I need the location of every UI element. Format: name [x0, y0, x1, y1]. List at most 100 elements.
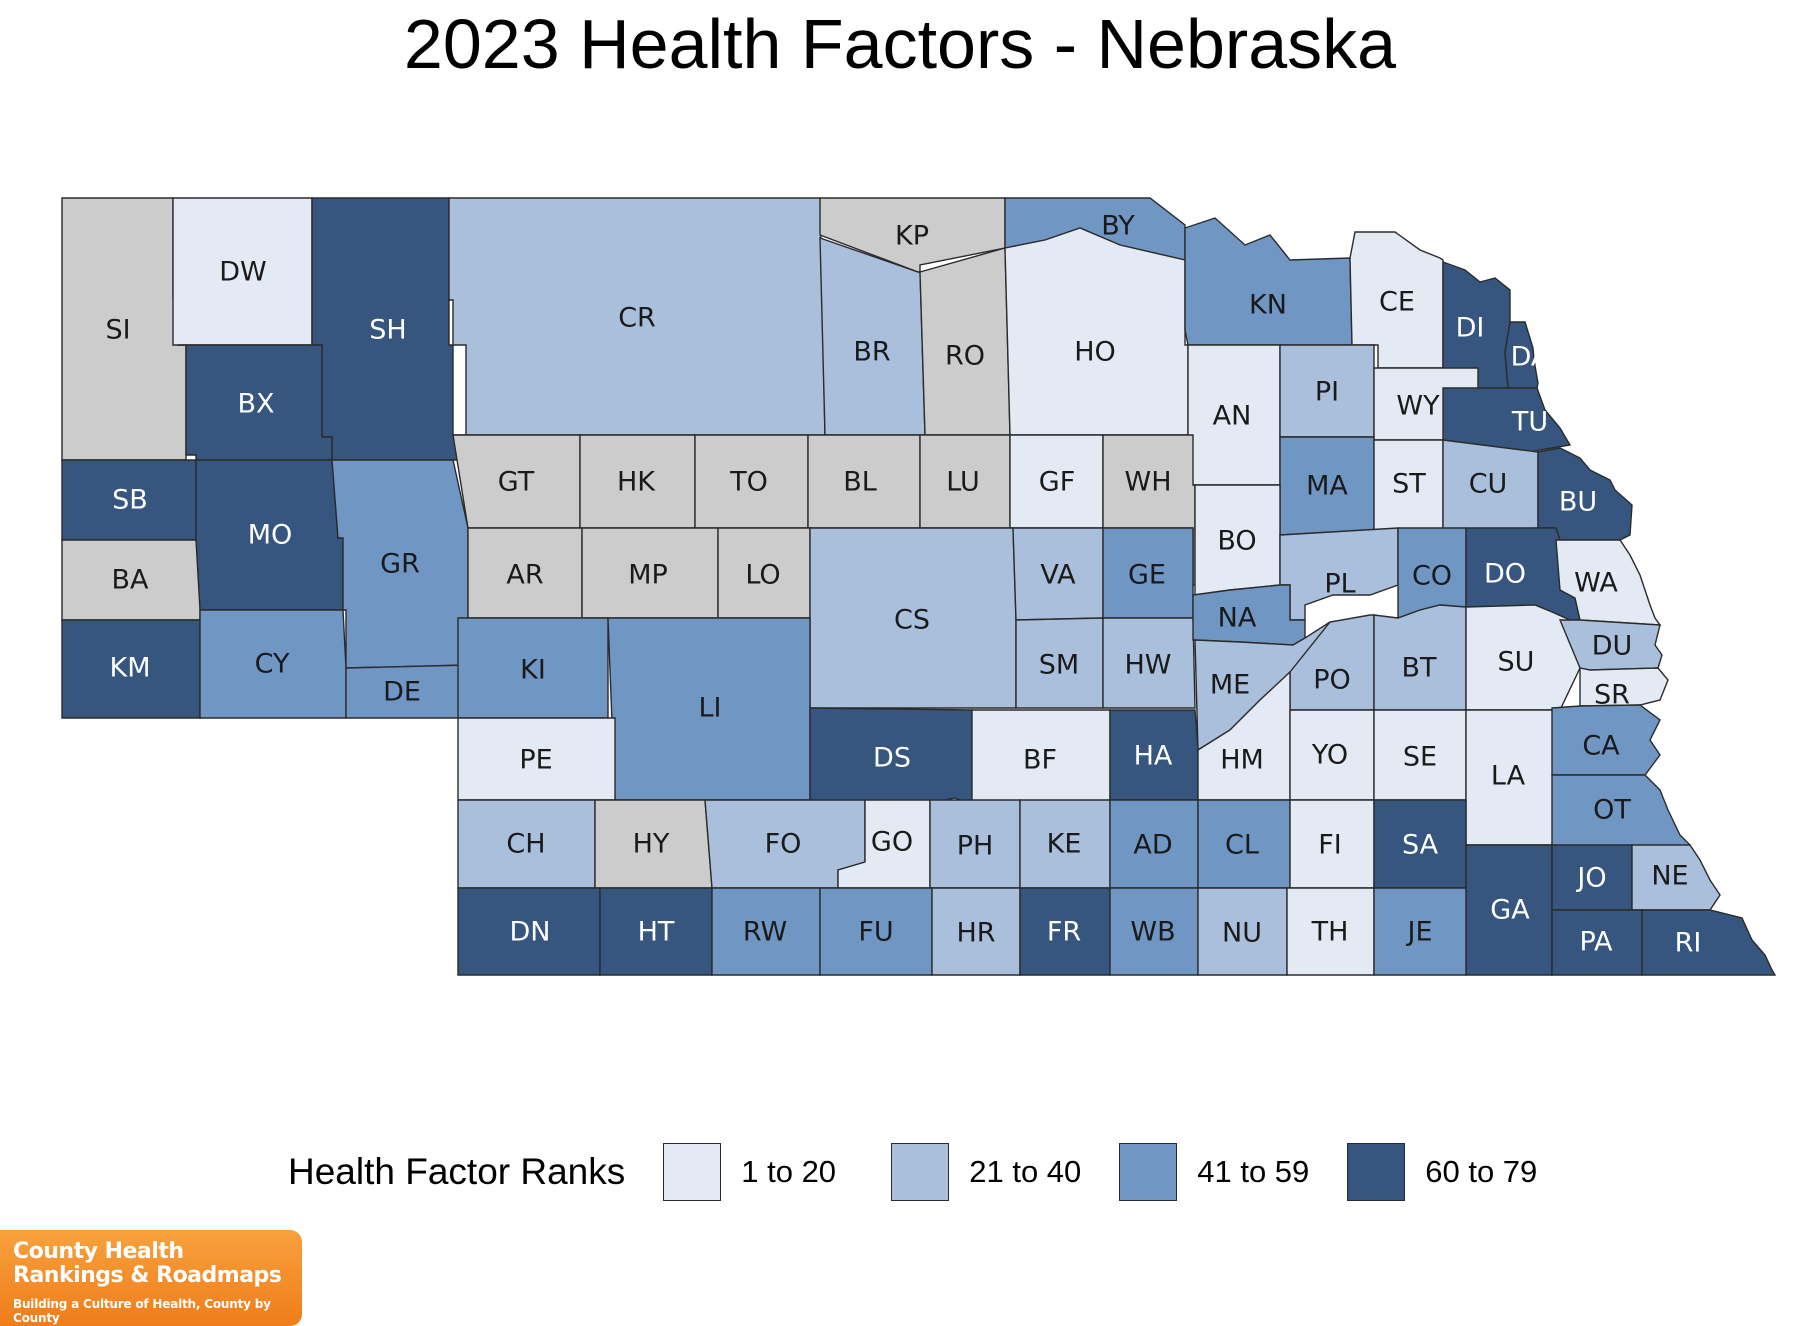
county-label-ha: HA [1134, 741, 1173, 772]
logo-line-1: County Health [13, 1239, 184, 1264]
county-label-lu: LU [946, 467, 979, 498]
county-label-ma: MA [1306, 471, 1348, 502]
county-label-cu: CU [1469, 469, 1508, 500]
county-label-sa: SA [1402, 830, 1439, 861]
county-label-ro: RO [945, 341, 985, 372]
county-label-ar: AR [506, 560, 543, 591]
legend-swatch [891, 1143, 950, 1201]
county-label-pi: PI [1315, 377, 1339, 408]
county-label-mo: MO [248, 520, 293, 551]
county-label-gf: GF [1039, 467, 1075, 498]
county-label-da: DA [1511, 342, 1550, 373]
legend-item-60-to-79: 60 to 79 [1347, 1143, 1553, 1201]
county-label-bt: BT [1401, 653, 1437, 684]
county-label-co: CO [1412, 561, 1452, 592]
county-label-kn: KN [1249, 290, 1287, 321]
county-label-dn: DN [510, 917, 551, 948]
county-label-mp: MP [628, 560, 668, 591]
county-label-ba: BA [112, 565, 150, 596]
county-label-li: LI [698, 693, 721, 724]
county-label-hm: HM [1220, 745, 1264, 776]
county-label-pe: PE [519, 745, 552, 776]
county-label-cs: CS [894, 605, 930, 636]
county-label-du: DU [1592, 631, 1633, 662]
county-label-se: SE [1403, 742, 1437, 773]
legend-label: 60 to 79 [1425, 1154, 1538, 1189]
logo-line-2: Rankings & Roadmaps [13, 1263, 282, 1288]
legend: Health Factor Ranks 1 to 20 21 to 40 41 … [288, 1140, 1575, 1204]
county-label-ds: DS [873, 743, 911, 774]
county-label-sh: SH [369, 315, 406, 346]
legend-label: 21 to 40 [969, 1154, 1082, 1189]
county-label-yo: YO [1311, 740, 1348, 771]
county-wa [1555, 539, 1662, 626]
county-label-si: SI [105, 315, 130, 346]
county-label-gt: GT [498, 467, 535, 498]
legend-label: 1 to 20 [741, 1154, 837, 1189]
county-label-do: DO [1484, 559, 1526, 590]
county-label-lo: LO [745, 560, 780, 591]
county-kn [1184, 217, 1353, 346]
county-label-ce: CE [1379, 287, 1415, 318]
county-label-cy: CY [255, 649, 290, 680]
county-label-bf: BF [1023, 745, 1057, 776]
county-label-an: AN [1213, 401, 1252, 432]
county-label-br: BR [853, 337, 890, 368]
county-je [1373, 887, 1467, 976]
county-label-ne: NE [1651, 861, 1688, 892]
county-label-sb: SB [112, 485, 148, 516]
map-title: 2023 Health Factors - Nebraska [403, 5, 1397, 83]
county-ri [1641, 909, 1777, 976]
county-label-va: VA [1040, 560, 1076, 591]
county-label-wh: WH [1125, 467, 1172, 498]
county-ho [1004, 227, 1189, 436]
legend-item-41-to-59: 41 to 59 [1119, 1143, 1325, 1201]
county-label-go: GO [871, 827, 913, 858]
county-label-rw: RW [743, 917, 787, 948]
county-label-ri: RI [1675, 928, 1702, 959]
county-label-ca: CA [1582, 731, 1620, 762]
county-label-ho: HO [1074, 337, 1116, 368]
county-label-km: KM [109, 653, 150, 684]
county-label-su: SU [1498, 647, 1535, 678]
county-label-bu: BU [1559, 487, 1597, 518]
county-label-hw: HW [1125, 650, 1172, 681]
county-label-bo: BO [1217, 526, 1256, 557]
county-gr [331, 459, 469, 669]
county-label-ga: GA [1490, 895, 1530, 926]
county-label-ke: KE [1047, 829, 1082, 860]
county-label-hk: HK [617, 467, 656, 498]
county-label-fo: FO [765, 829, 802, 860]
county-label-po: PO [1313, 665, 1351, 696]
county-label-ph: PH [957, 831, 994, 862]
legend-swatch [1119, 1143, 1178, 1201]
county-label-je: JE [1405, 917, 1432, 948]
legend-label: 41 to 59 [1197, 1154, 1310, 1189]
county-label-by: BY [1101, 211, 1135, 242]
county-label-bx: BX [237, 389, 274, 420]
county-label-pl: PL [1324, 569, 1355, 600]
county-label-di: DI [1456, 313, 1485, 344]
county-label-to: TO [729, 467, 768, 498]
legend-item-21-to-40: 21 to 40 [891, 1143, 1097, 1201]
county-label-st: ST [1392, 469, 1426, 500]
county-label-sm: SM [1039, 650, 1079, 681]
county-label-fr: FR [1047, 917, 1081, 948]
county-label-tu: TU [1511, 407, 1548, 438]
county-label-bl: BL [843, 467, 877, 498]
county-label-jo: JO [1575, 863, 1606, 894]
nebraska-county-map: SI DW SH BX CR KP BR RO BY HO KN CE DI DA AN PI WY TU SB MO… [61, 197, 1777, 976]
county-label-wy: WY [1396, 391, 1440, 422]
county-label-ch: CH [506, 829, 545, 860]
county-label-ki: KI [520, 655, 546, 686]
county-label-fi: FI [1318, 830, 1342, 861]
county-label-la: LA [1491, 761, 1526, 792]
county-label-ht: HT [638, 917, 675, 948]
county-label-wb: WB [1130, 917, 1175, 948]
county-da [1504, 321, 1539, 389]
county-label-ge: GE [1128, 560, 1166, 591]
legend-item-1-to-20: 1 to 20 [663, 1143, 869, 1201]
county-label-dw: DW [219, 257, 267, 288]
county-label-hr: HR [956, 918, 995, 949]
county-label-kp: KP [895, 221, 929, 252]
